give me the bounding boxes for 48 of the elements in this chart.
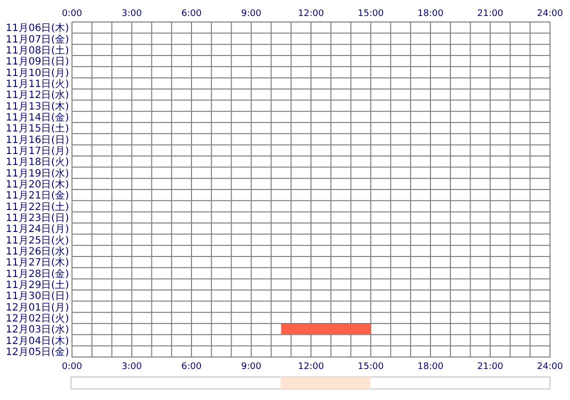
y-tick-label: 11月28日(金) [6, 268, 70, 280]
y-tick-label: 11月06日(木) [6, 22, 70, 34]
y-tick-label: 11月23日(日) [6, 212, 70, 224]
x-tick-label: 3:00 [122, 362, 142, 372]
y-tick-label: 12月01日(月) [6, 302, 70, 314]
x2-tick-label: 0:00 [62, 9, 82, 19]
x-tick-label: 21:00 [477, 362, 504, 372]
y-tick-label: 11月17日(月) [6, 146, 70, 157]
y-tick-label: 11月22日(土) [6, 200, 70, 213]
y-tick-label: 11月19日(水) [6, 167, 70, 180]
x2-tick-label: 9:00 [241, 9, 262, 19]
x2-tick-label: 21:00 [477, 9, 504, 19]
y-tick-label: 11月09日(日) [6, 56, 70, 68]
x-tick-label: 9:00 [241, 362, 262, 372]
y-tick-label: 11月08日(土) [6, 44, 70, 56]
y-tick-label: 11月29日(土) [6, 278, 70, 291]
x2-tick-label: 6:00 [181, 9, 202, 19]
y-tick-label: 12月04日(木) [6, 334, 70, 347]
y-tick-label: 12月05日(金) [6, 346, 70, 358]
y-tick-label: 11月15日(土) [6, 122, 70, 135]
y-tick-label: 11月14日(金) [6, 111, 70, 124]
y-tick-label: 11月26日(水) [6, 245, 70, 258]
y-tick-label: 11月18日(火) [6, 156, 70, 168]
x-tick-label: 18:00 [418, 362, 444, 372]
x-tick-label: 15:00 [358, 362, 384, 372]
y-tick-label: 12月02日(火) [6, 312, 70, 324]
y-tick-label: 11月25日(火) [6, 234, 70, 246]
x-tick-label: 0:00 [62, 362, 82, 372]
y-tick-label: 11月16日(日) [6, 134, 70, 146]
y-tick-label: 11月30日(日) [6, 291, 70, 302]
y-tick-label: 11月27日(木) [6, 256, 70, 269]
y-tick-label: 11月07日(金) [6, 33, 70, 46]
y-tick-label: 12月03日(水) [6, 324, 70, 336]
x2-tick-label: 15:00 [358, 9, 384, 19]
y-tick-label: 11月21日(金) [6, 190, 70, 202]
x-tick-label: 6:00 [181, 362, 202, 372]
y-tick-label: 11月13日(木) [6, 100, 70, 112]
x-tick-label: 12:00 [298, 362, 324, 372]
y-tick-label: 11月10日(月) [6, 68, 70, 79]
x2-tick-label: 12:00 [298, 9, 324, 19]
y-tick-label: 11月20日(木) [6, 178, 70, 190]
x2-tick-label: 18:00 [418, 9, 444, 19]
y-tick-label: 11月11日(火) [6, 78, 70, 90]
x2-tick-label: 3:00 [122, 9, 142, 19]
y-tick-label: 11月24日(月) [6, 224, 70, 236]
x-tick-label: 24:00 [537, 362, 564, 372]
y-tick-label: 11月12日(水) [6, 89, 70, 102]
x2-tick-label: 24:00 [537, 9, 564, 19]
